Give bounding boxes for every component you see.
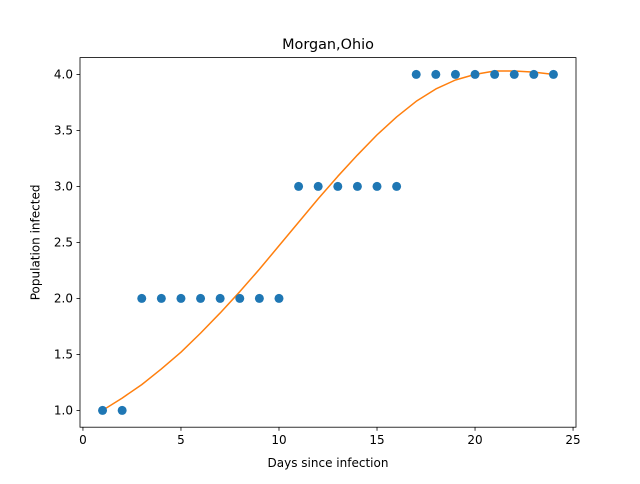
data-point [352,181,362,191]
data-point [137,293,147,303]
y-tick-label: 1.0 [54,404,73,418]
data-point [470,69,480,79]
x-tick-label: 25 [565,433,580,447]
data-point [176,293,186,303]
data-point [411,69,421,79]
series-layer [98,69,558,415]
y-tick-label: 4.0 [54,68,73,82]
x-tick-label: 20 [467,433,482,447]
y-tick-label: 3.5 [54,124,73,138]
data-point [254,293,264,303]
data-point [294,181,304,191]
data-point [529,69,539,79]
plot-area [80,57,576,428]
axes-layer: 0 5 10 15 20 25 1.0 1.5 2.0 2.5 3.0 3.5 4.0 [54,57,581,447]
y-tick-label: 3.0 [54,180,73,194]
data-point [156,293,166,303]
data-point [333,181,343,191]
data-point [372,181,382,191]
y-tick-label: 2.5 [54,236,73,250]
x-tick-label: 15 [369,433,384,447]
data-point [117,405,127,415]
data-point [509,69,519,79]
data-point [98,405,108,415]
y-axis-label: Population infected [29,185,43,301]
data-point [431,69,441,79]
data-point [215,293,225,303]
y-tick-label: 1.5 [54,348,73,362]
data-point [450,69,460,79]
data-point [235,293,245,303]
x-tick-label: 10 [271,433,286,447]
data-point [274,293,284,303]
data-point [548,69,558,79]
chart-title: Morgan,Ohio [282,37,374,53]
y-tick-label: 2.0 [54,292,73,306]
data-point [490,69,500,79]
data-point [392,181,402,191]
x-tick-label: 5 [177,433,185,447]
data-point [313,181,323,191]
x-axis-label: Days since infection [268,456,389,470]
x-tick-label: 0 [79,433,87,447]
data-point [196,293,206,303]
